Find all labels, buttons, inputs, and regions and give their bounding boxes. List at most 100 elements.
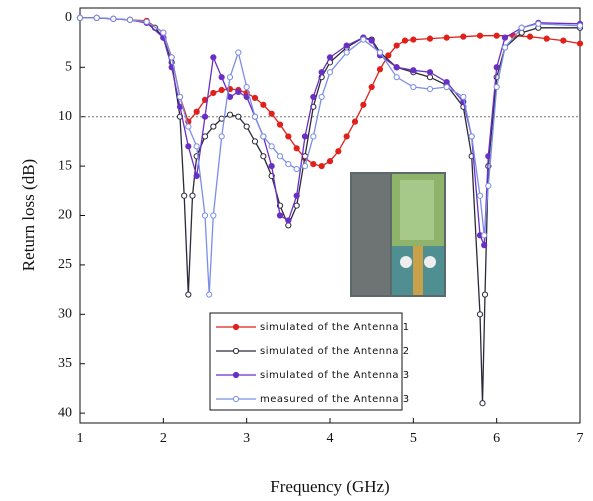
marker <box>160 29 167 36</box>
marker <box>293 202 300 209</box>
marker <box>443 34 450 41</box>
marker <box>293 165 300 173</box>
marker <box>318 93 325 101</box>
marker <box>260 153 267 160</box>
marker <box>301 162 309 170</box>
marker <box>401 37 409 44</box>
marker <box>201 113 209 120</box>
marker <box>310 93 317 101</box>
marker <box>426 85 434 93</box>
y-tick-label: 20 <box>58 208 72 223</box>
marker <box>268 143 275 150</box>
x-axis-label: Frequency (GHz) <box>270 477 389 496</box>
marker <box>326 158 334 165</box>
series-line <box>80 17 581 246</box>
series-line <box>80 17 581 167</box>
x-tick-label: 6 <box>493 431 500 446</box>
marker <box>481 291 489 298</box>
marker <box>485 182 492 189</box>
legend-label: simulated of the Antenna 2 <box>260 346 410 357</box>
marker <box>360 36 367 43</box>
marker <box>318 69 325 76</box>
marker <box>268 162 275 170</box>
marker <box>93 14 100 21</box>
marker <box>360 101 367 108</box>
marker <box>493 64 500 71</box>
marker <box>479 400 486 407</box>
marker <box>185 291 192 298</box>
y-tick-label: 15 <box>58 158 72 173</box>
marker <box>193 143 200 150</box>
marker <box>535 20 542 27</box>
marker <box>501 34 509 41</box>
marker <box>310 161 317 168</box>
legend-label: simulated of the Antenna 3 <box>260 370 410 381</box>
marker <box>468 133 475 140</box>
marker <box>501 44 509 51</box>
marker <box>426 74 434 81</box>
x-tick-label: 1 <box>77 431 84 446</box>
marker <box>576 40 584 47</box>
marker <box>293 192 300 199</box>
x-tick-label: 3 <box>243 431 250 446</box>
marker <box>218 74 225 81</box>
x-tick-label: 4 <box>327 431 334 446</box>
marker <box>176 93 184 101</box>
marker <box>385 52 392 59</box>
marker <box>393 64 400 71</box>
marker <box>210 212 217 219</box>
marker <box>410 83 417 91</box>
legend-marker <box>232 323 240 331</box>
marker <box>481 232 488 239</box>
marker <box>343 49 350 56</box>
marker <box>235 49 242 56</box>
marker <box>251 138 259 145</box>
y-tick-label: 0 <box>65 10 72 25</box>
marker <box>201 212 209 219</box>
marker <box>481 242 488 249</box>
marker <box>310 133 317 140</box>
y-tick-label: 10 <box>58 109 72 124</box>
marker <box>268 110 275 117</box>
x-tick-label: 2 <box>160 431 167 446</box>
marker <box>476 192 484 199</box>
marker <box>218 86 225 94</box>
marker <box>168 54 175 61</box>
y-tick-label: 30 <box>58 307 72 322</box>
marker <box>226 74 234 81</box>
marker <box>376 49 384 56</box>
legend-label: simulated of the Antenna 1 <box>260 322 410 333</box>
marker <box>393 74 400 81</box>
marker <box>526 33 534 40</box>
marker <box>110 15 117 22</box>
marker <box>260 101 267 108</box>
marker <box>189 192 196 199</box>
marker <box>218 133 225 140</box>
marker <box>410 67 417 74</box>
marker <box>410 36 417 43</box>
legend-marker <box>232 371 240 379</box>
y-axis-label: Return loss (dB) <box>19 159 38 271</box>
marker <box>210 89 217 97</box>
marker <box>226 93 234 101</box>
marker <box>343 133 350 140</box>
inset-photo <box>350 172 446 297</box>
legend-box <box>209 312 403 411</box>
marker <box>318 162 325 170</box>
marker <box>76 14 84 21</box>
marker <box>393 42 400 49</box>
y-tick-label: 35 <box>58 356 72 371</box>
x-tick-label: 7 <box>577 431 584 446</box>
marker <box>293 145 300 152</box>
marker <box>143 18 150 25</box>
marker <box>276 121 284 128</box>
marker <box>285 133 292 140</box>
marker <box>181 192 188 199</box>
marker <box>426 35 434 42</box>
marker <box>368 83 375 91</box>
marker <box>193 108 200 115</box>
marker <box>376 66 384 73</box>
marker <box>576 22 584 29</box>
marker <box>243 123 250 130</box>
